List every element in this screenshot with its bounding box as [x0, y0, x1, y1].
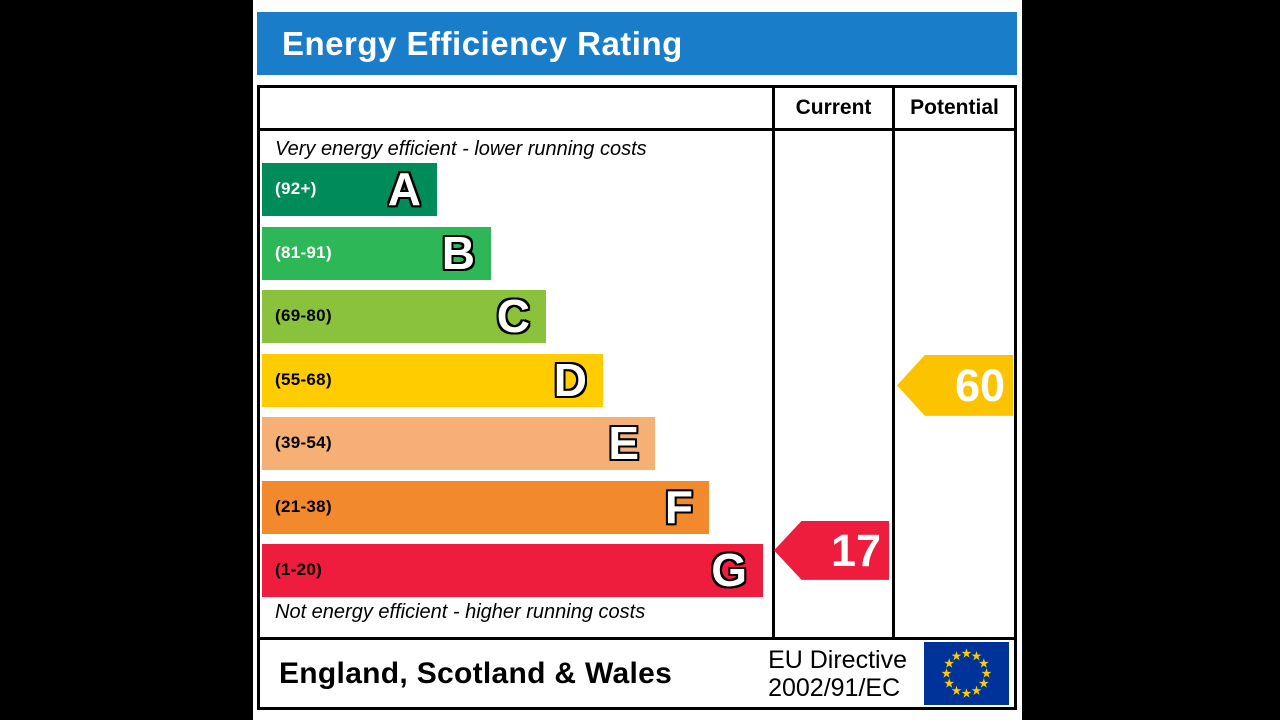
band-bar-g: (1-20) G — [262, 543, 763, 597]
table-header-row: Current Potential — [260, 88, 1014, 131]
band-range-label: (92+) — [275, 179, 317, 199]
certificate-panel: Energy Efficiency Rating Current Potenti… — [253, 0, 1022, 720]
eu-flag-star — [978, 678, 989, 688]
band-letter: A — [387, 163, 421, 216]
potential-rating-column: 60 — [892, 130, 1014, 638]
eu-flag-star — [971, 651, 982, 661]
eu-flag-star — [971, 685, 982, 696]
band-bar-f: (21-38) F — [262, 480, 709, 534]
table-footer-row: England, Scotland & Wales EU Directive 2… — [260, 637, 1014, 707]
eu-directive-line2: 2002/91/EC — [768, 673, 901, 702]
band-range-label: (55-68) — [275, 370, 332, 390]
band-letter: B — [441, 227, 475, 280]
band-range-label: (69-80) — [275, 306, 332, 326]
eu-flag-star — [951, 685, 962, 696]
band-bar-e: (39-54) E — [262, 416, 655, 470]
band-bar-b: (81-91) B — [262, 226, 491, 280]
band-bar-d: (55-68) D — [262, 353, 603, 407]
eu-flag-star — [944, 678, 955, 688]
eu-flag-star — [978, 658, 989, 668]
band-bar-a: (92+) A — [262, 162, 437, 216]
rating-bands-area: Very energy efficient - lower running co… — [260, 131, 772, 638]
band-letter: F — [664, 481, 693, 534]
band-letter: C — [496, 290, 530, 343]
eu-flag-star — [961, 688, 972, 698]
region-label: England, Scotland & Wales — [279, 656, 673, 690]
title-bar: Energy Efficiency Rating — [257, 12, 1017, 75]
eu-directive-line1: EU Directive — [768, 645, 907, 674]
eu-flag-star — [941, 668, 952, 678]
band-range-label: (39-54) — [275, 433, 332, 453]
energy-rating-table: Current Potential Very energy efficient … — [257, 85, 1017, 710]
bottom-note: Not energy efficient - higher running co… — [275, 600, 646, 623]
current-column-header: Current — [772, 88, 892, 128]
band-range-label: (21-38) — [275, 497, 332, 517]
band-bar-c: (69-80) C — [262, 289, 546, 343]
current-rating-value: 17 — [830, 524, 881, 576]
eu-directive-text: EU Directive 2002/91/EC — [768, 646, 907, 702]
eu-flag-star — [961, 648, 972, 658]
band-letter: D — [553, 354, 587, 407]
current-rating-arrow: 17 — [774, 520, 889, 580]
potential-rating-arrow: 60 — [897, 354, 1013, 416]
band-range-label: (81-91) — [275, 243, 332, 263]
current-header-label: Current — [795, 95, 872, 119]
eu-flag-star — [981, 668, 992, 678]
potential-rating-value: 60 — [954, 359, 1005, 411]
page-title: Energy Efficiency Rating — [282, 24, 683, 62]
band-letter: E — [608, 417, 639, 470]
top-note: Very energy efficient - lower running co… — [275, 137, 647, 160]
current-rating-column: 17 — [772, 130, 892, 638]
eu-flag-star — [944, 658, 955, 668]
header-spacer-cell — [260, 88, 772, 128]
band-letter: G — [711, 544, 747, 597]
band-range-label: (1-20) — [275, 560, 323, 580]
table-body-row: Very energy efficient - lower running co… — [260, 130, 1014, 638]
potential-header-label: Potential — [910, 95, 999, 119]
eu-flag-star — [951, 651, 962, 661]
potential-column-header: Potential — [892, 88, 1014, 128]
eu-flag-icon — [924, 642, 1009, 706]
